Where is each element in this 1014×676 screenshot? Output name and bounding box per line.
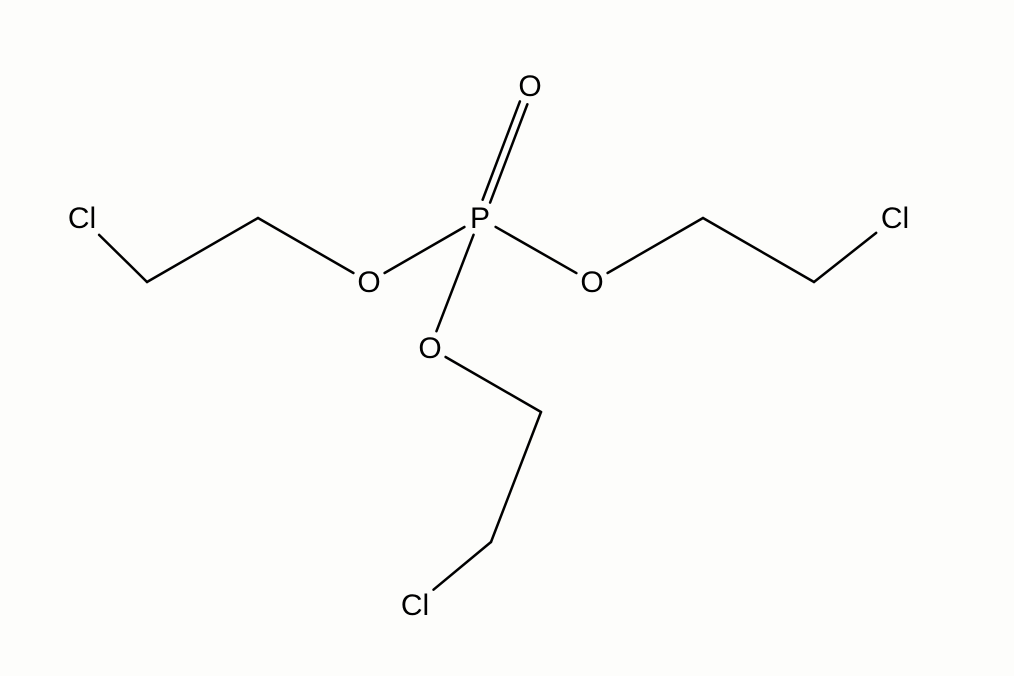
molecule-canvas: P O O O O Cl Cl Cl bbox=[0, 0, 1014, 676]
bond-P-O3 bbox=[496, 227, 577, 273]
atom-label-Cl3: Cl bbox=[401, 589, 429, 622]
bond-O3-C3 bbox=[608, 218, 703, 273]
bond-layer bbox=[99, 101, 876, 589]
bond-C2-Cl1 bbox=[99, 235, 147, 282]
atom-label-layer: P O O O O Cl Cl Cl bbox=[68, 70, 909, 622]
bond-C6-Cl3 bbox=[433, 542, 491, 590]
atom-label-Cl2: Cl bbox=[881, 202, 909, 235]
bond-C4-Cl2 bbox=[814, 233, 876, 282]
atom-label-O1: O bbox=[518, 70, 541, 103]
atom-label-O3: O bbox=[580, 266, 603, 299]
bond-P-O2 bbox=[385, 227, 465, 273]
bond-P-O1-a bbox=[490, 104, 527, 202]
atom-label-P: P bbox=[470, 202, 490, 235]
atom-label-O4: O bbox=[418, 332, 441, 365]
atom-label-O2: O bbox=[357, 266, 380, 299]
bond-O4-C5 bbox=[446, 357, 541, 412]
bond-C5-C6 bbox=[491, 412, 541, 542]
bond-P-O1-b bbox=[483, 101, 520, 199]
atom-label-Cl1: Cl bbox=[68, 202, 96, 235]
bond-C3-C4 bbox=[703, 218, 814, 282]
bond-O2-C1 bbox=[258, 218, 353, 273]
bond-P-O4 bbox=[436, 235, 473, 331]
bond-C1-C2 bbox=[147, 218, 258, 282]
